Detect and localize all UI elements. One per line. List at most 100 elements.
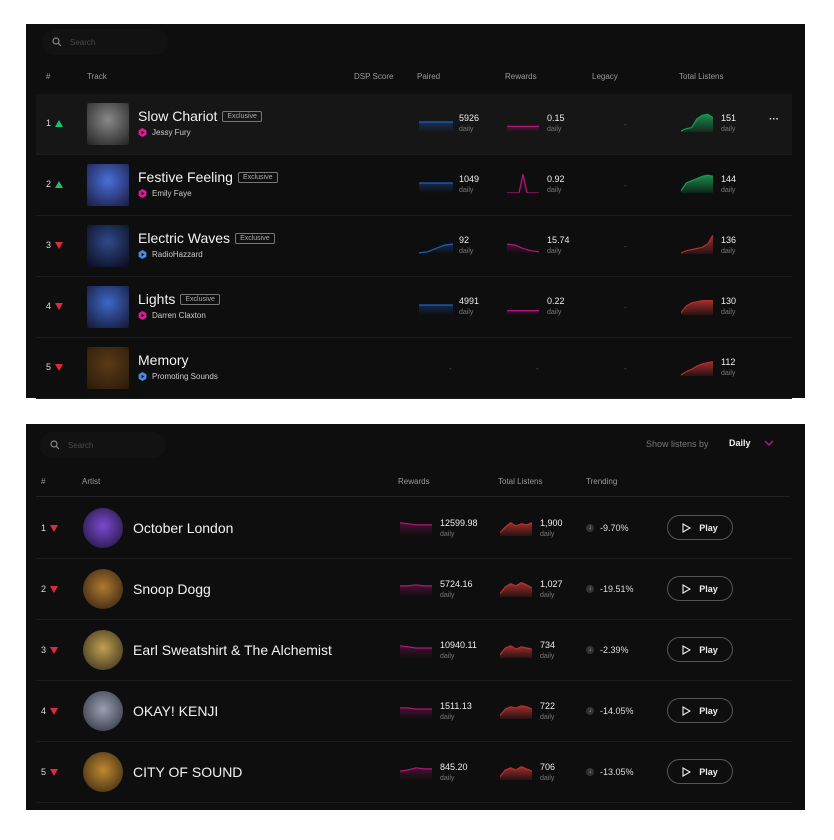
trend-down-icon (50, 585, 59, 593)
track-artist[interactable]: Darren Claxton (138, 311, 206, 320)
col-rank: # (46, 72, 51, 81)
play-button[interactable]: Play (667, 759, 733, 784)
track-title[interactable]: Festive Feeling Exclusive (138, 169, 278, 185)
rank-number: 1 (41, 523, 47, 533)
rewards-value: 0.92 daily (547, 174, 565, 194)
track-artwork[interactable] (87, 164, 129, 206)
artist-name: Promoting Sounds (152, 372, 218, 381)
track-artist[interactable]: Emily Faye (138, 189, 192, 198)
rank-number: 4 (41, 706, 47, 716)
play-icon (682, 522, 692, 533)
play-icon (682, 644, 692, 655)
artist-search[interactable] (40, 432, 166, 458)
col-rewards[interactable]: Rewards (398, 477, 430, 486)
col-paired[interactable]: Paired (417, 72, 441, 81)
artist-row[interactable]: 1 October London 12599.98 daily 1,900 dail… (36, 498, 792, 559)
artist-avatar[interactable] (83, 569, 123, 609)
track-row[interactable]: 2 Festive Feeling Exclusive Emily Faye 10… (36, 155, 792, 216)
col-total-listens[interactable]: Total Listens (498, 477, 543, 486)
total-listens-value: 1,900 daily (540, 518, 563, 538)
track-artwork[interactable] (87, 286, 129, 328)
rewards-value: - (536, 364, 539, 373)
col-track[interactable]: Track (87, 72, 107, 81)
rank: 2 (46, 179, 64, 189)
rank: 3 (41, 645, 59, 655)
artists-panel: Show listens by Daily # Artist Rewards T… (26, 424, 805, 810)
legacy-value: - (624, 181, 627, 190)
total-listens-sparkline (680, 234, 714, 254)
rewards-value: 0.22 daily (547, 296, 565, 316)
trending: ↓ -2.39% (586, 645, 629, 655)
artist-avatar[interactable] (83, 508, 123, 548)
rewards-value: 12599.98 daily (440, 518, 478, 538)
artist-row[interactable]: 3 Earl Sweatshirt & The Alchemist 10940.… (36, 620, 792, 681)
chevron-down-icon[interactable] (764, 440, 774, 447)
trend-down-icon (55, 241, 64, 249)
track-title[interactable]: Slow Chariot Exclusive (138, 108, 262, 124)
col-legacy[interactable]: Legacy (592, 72, 618, 81)
play-label: Play (699, 644, 718, 655)
total-listens-sparkline (680, 113, 714, 132)
artist-name[interactable]: CITY OF SOUND (133, 764, 243, 780)
col-rewards[interactable]: Rewards (505, 72, 537, 81)
play-button[interactable]: Play (667, 515, 733, 540)
track-artist[interactable]: RadioHazzard (138, 250, 203, 259)
artist-name: Emily Faye (152, 189, 192, 198)
track-artist[interactable]: Promoting Sounds (138, 372, 218, 381)
tracks-panel: # Track DSP Score Paired Rewards Legacy … (26, 24, 805, 399)
total-listens-sparkline (499, 705, 533, 719)
play-button[interactable]: Play (667, 637, 733, 662)
total-listens-sparkline (680, 299, 713, 315)
track-title-text: Lights (138, 291, 176, 307)
track-row[interactable]: 1 Slow Chariot Exclusive Jessy Fury 5926 d… (36, 94, 792, 155)
artist-search-input[interactable] (68, 440, 148, 450)
rewards-sparkline (399, 645, 432, 658)
artist-name[interactable]: Earl Sweatshirt & The Alchemist (133, 642, 332, 658)
track-title[interactable]: Electric Waves Exclusive (138, 230, 275, 246)
trending-value: -2.39% (600, 645, 629, 655)
trending-value: -14.05% (600, 706, 634, 716)
trending-value: -13.05% (600, 767, 634, 777)
col-dsp-score[interactable]: DSP Score (354, 72, 394, 81)
rank-number: 5 (46, 362, 52, 372)
arrow-down-icon: ↓ (586, 646, 594, 654)
play-button[interactable]: Play (667, 576, 733, 601)
artist-row[interactable]: 4 OKAY! KENJI 1511.13 daily 722 daily ↓ -14… (36, 681, 792, 742)
track-row[interactable]: 3 Electric Waves Exclusive RadioHazzard 9… (36, 216, 792, 277)
track-search[interactable] (42, 29, 168, 55)
track-row[interactable]: 5 Memory Promoting Sounds - - - 112 daily (36, 338, 792, 399)
track-artist[interactable]: Jessy Fury (138, 128, 191, 137)
col-artist[interactable]: Artist (82, 477, 101, 486)
play-label: Play (699, 705, 718, 716)
track-search-input[interactable] (70, 37, 150, 47)
track-row[interactable]: 4 Lights Exclusive Darren Claxton 4991 dai… (36, 277, 792, 338)
artist-name[interactable]: OKAY! KENJI (133, 703, 219, 719)
track-title-text: Memory (138, 352, 189, 368)
track-title[interactable]: Lights Exclusive (138, 291, 220, 307)
track-artwork[interactable] (87, 225, 129, 267)
arrow-down-icon: ↓ (586, 768, 594, 776)
col-trending[interactable]: Trending (586, 477, 618, 486)
artist-avatar[interactable] (83, 630, 123, 670)
paired-value: 5926 daily (459, 113, 480, 133)
show-listens-select[interactable]: Daily (729, 438, 751, 448)
rank: 5 (46, 362, 64, 372)
artist-avatar[interactable] (83, 752, 123, 792)
artist-name[interactable]: October London (133, 520, 234, 536)
artist-row[interactable]: 5 CITY OF SOUND 845.20 daily 706 daily ↓ -1… (36, 742, 792, 803)
artist-name[interactable]: Snoop Dogg (133, 581, 211, 597)
track-artwork[interactable] (87, 103, 129, 145)
play-button[interactable]: Play (667, 698, 733, 723)
artist-avatar[interactable] (83, 691, 123, 731)
more-options-button[interactable]: ··· (769, 114, 779, 125)
artist-row[interactable]: 2 Snoop Dogg 5724.16 daily 1,027 daily ↓ -1… (36, 559, 792, 620)
total-listens-sparkline (499, 521, 533, 536)
trend-down-icon (55, 302, 64, 310)
rank: 3 (46, 240, 64, 250)
arrow-down-icon: ↓ (586, 707, 594, 715)
track-artwork[interactable] (87, 347, 129, 389)
track-title[interactable]: Memory (138, 352, 189, 368)
play-label: Play (699, 522, 718, 533)
col-total-listens[interactable]: Total Listens (679, 72, 724, 81)
play-label: Play (699, 766, 718, 777)
